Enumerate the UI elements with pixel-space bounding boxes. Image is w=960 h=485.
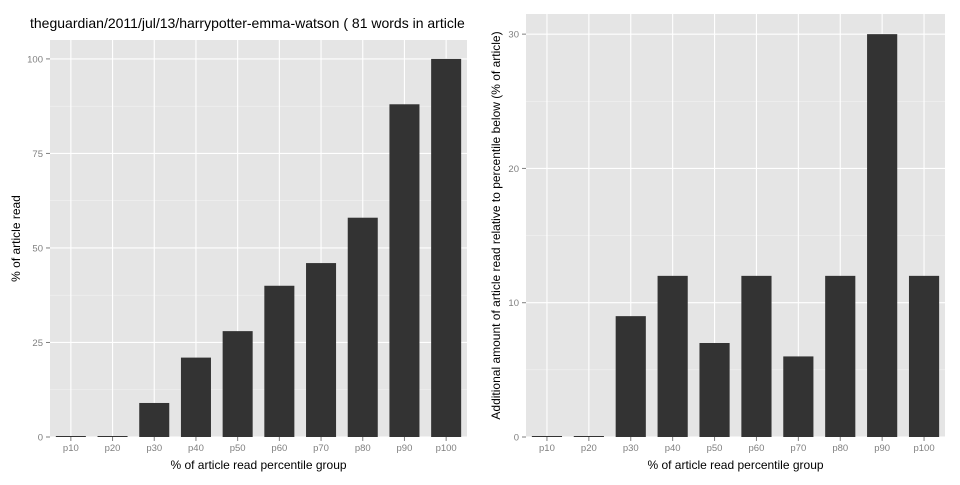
x-tick-label: p20 — [105, 443, 121, 454]
x-tick-label: p80 — [832, 443, 848, 454]
x-tick-label: p50 — [230, 443, 246, 454]
y-tick-label: 75 — [32, 149, 43, 160]
x-tick-label: p30 — [146, 443, 162, 454]
x-tick-label: p10 — [539, 443, 555, 454]
bar-p50 — [699, 343, 730, 437]
x-tick-label: p70 — [313, 443, 329, 454]
x-tick-label: p10 — [63, 443, 79, 454]
chart-panel-1: 0 25 50 75 100 p10 p20 p30 p40 p50 p60 p70 p80 p90 p10… — [9, 15, 467, 472]
x-tick-label: p60 — [749, 443, 765, 454]
bar-p60 — [741, 275, 772, 437]
bar-p80 — [825, 275, 856, 437]
x-tick-label: p50 — [707, 443, 723, 454]
bar-p10 — [531, 436, 563, 437]
x-tick-label: p20 — [581, 443, 597, 454]
bar-p70 — [783, 356, 814, 437]
bar-p90 — [867, 34, 898, 438]
x-tick-label: p90 — [397, 443, 413, 454]
bar-p100 — [908, 275, 940, 437]
y-tick-label: 10 — [508, 298, 519, 309]
chart-panel-2: 0 10 20 30 p10 p20 p30 p40 p50 p60 p70 p80 p90 p100 % … — [489, 14, 945, 472]
x-tick-label: p40 — [188, 443, 204, 454]
y-tick-label: 20 — [508, 164, 519, 175]
x-tick-label: p30 — [623, 443, 639, 454]
bar-p100 — [431, 58, 462, 438]
x-tick-label: p100 — [913, 443, 934, 454]
bar-p40 — [657, 275, 688, 437]
bar-p60 — [264, 285, 295, 437]
bar-p40 — [180, 357, 211, 437]
x-tick-label: p70 — [790, 443, 806, 454]
bar-p30 — [139, 402, 170, 437]
x-axis-title: % of article read percentile group — [170, 458, 346, 472]
x-axis-title: % of article read percentile group — [647, 458, 823, 472]
y-tick-label: 50 — [32, 243, 43, 254]
chart-title: theguardian/2011/jul/13/harrypotter-emma… — [30, 15, 465, 31]
x-tick-label: p100 — [436, 443, 457, 454]
y-tick-label: 100 — [27, 54, 43, 65]
bar-p30 — [615, 316, 646, 437]
bar-p20 — [573, 436, 604, 437]
x-tick-label: p80 — [355, 443, 371, 454]
y-tick-label: 0 — [38, 433, 43, 444]
y-tick-label: 0 — [514, 433, 519, 444]
bar-p10 — [55, 436, 86, 437]
x-tick-label: p40 — [665, 443, 681, 454]
x-tick-label: p90 — [874, 443, 890, 454]
y-axis-title: Additional amount of article read relati… — [489, 31, 503, 419]
bar-p70 — [306, 263, 337, 437]
bar-p20 — [97, 436, 128, 437]
bar-p50 — [222, 331, 253, 437]
bar-p90 — [389, 104, 420, 438]
bar-p80 — [347, 217, 378, 437]
y-tick-label: 30 — [508, 30, 519, 41]
y-axis-title: % of article read — [9, 195, 23, 282]
y-tick-label: 25 — [32, 338, 43, 349]
x-tick-label: p60 — [271, 443, 287, 454]
